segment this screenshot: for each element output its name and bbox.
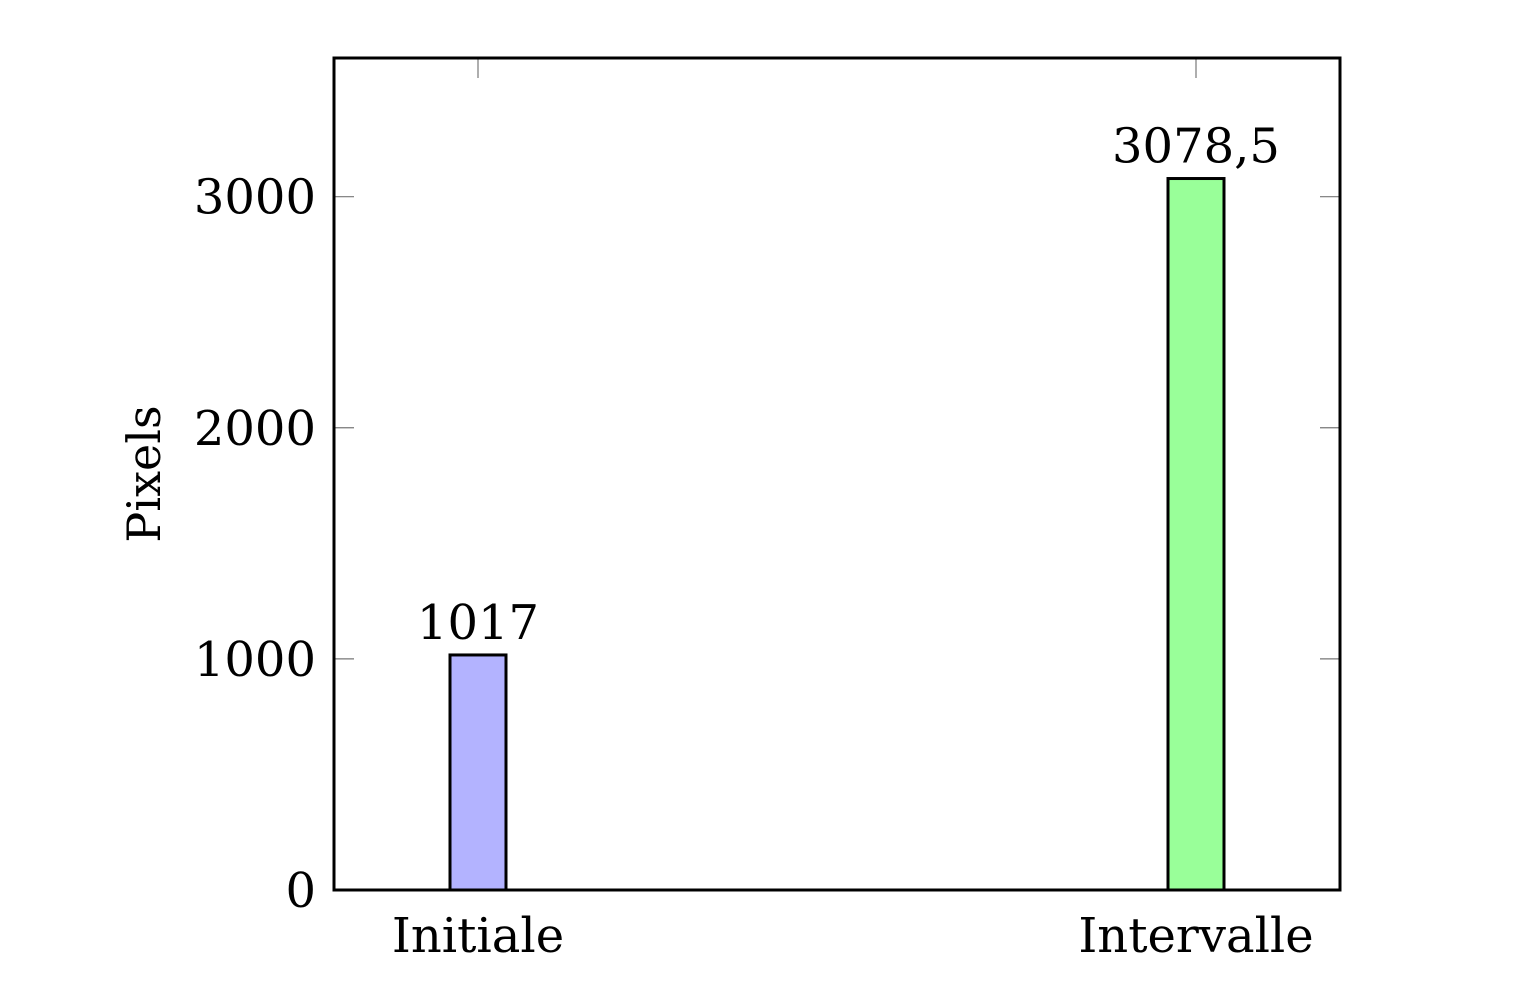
- bar-initiale: [448, 653, 508, 892]
- ticks-layer: [334, 58, 1340, 660]
- plot-area-frame: [332, 56, 1342, 892]
- bar-value-label: 3078,5: [1112, 119, 1280, 175]
- bar-value-label: 1017: [417, 595, 539, 651]
- x-category-label: Initiale: [392, 908, 564, 964]
- x-category-label: Intervalle: [1078, 908, 1313, 964]
- labels-layer: 0 1000 2000 3000 Initiale 1017 Intervalle 3078,…: [194, 119, 1314, 964]
- y-axis-label: Pixels: [117, 405, 171, 542]
- y-tick-label: 1000: [194, 632, 316, 688]
- y-tick-label: 0: [285, 863, 316, 919]
- y-tick-label: 3000: [194, 170, 316, 226]
- y-tick-label: 2000: [194, 401, 316, 457]
- bar-intervalle: [1166, 177, 1226, 892]
- bars-layer: [448, 177, 1226, 892]
